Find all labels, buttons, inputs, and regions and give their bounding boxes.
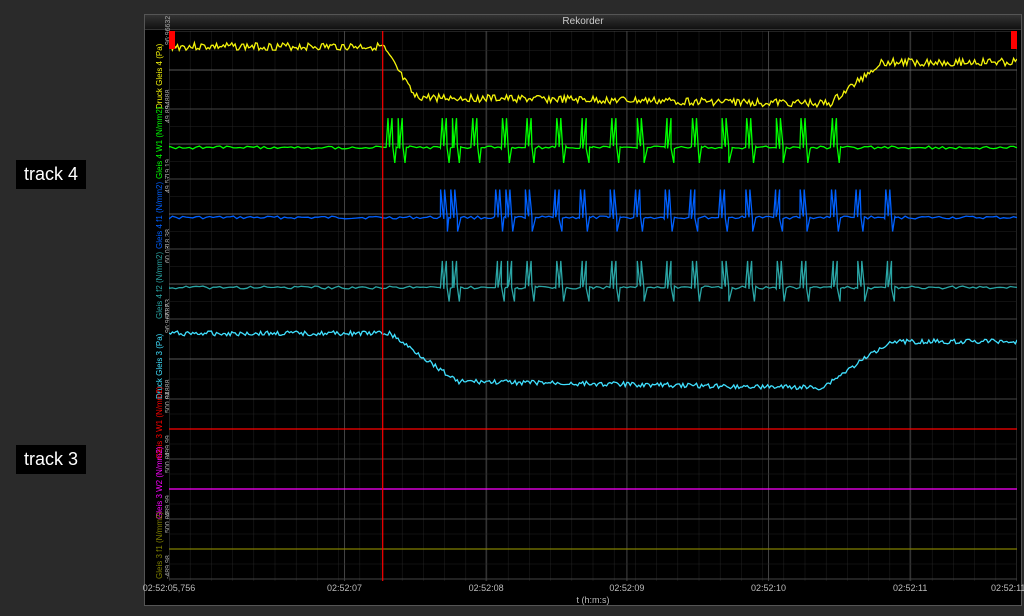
- plot-region[interactable]: [169, 31, 1017, 581]
- channel-label: Gleis 4 f1 (N/mm2): [155, 182, 164, 249]
- channel-label: Gleis 4 f2 (N/mm2): [155, 252, 164, 319]
- channel-label: Druck Gleis 4 (Pa): [155, 44, 164, 109]
- y-axis-labels: Druck Gleis 4 (Pa)96;9663294888Gleis 4 W…: [145, 31, 169, 581]
- x-tick: 02:52:09: [609, 583, 644, 593]
- track4-label: track 4: [16, 160, 86, 189]
- x-tick: 02:52:11: [893, 583, 927, 593]
- x-tick: 02:52:11,756: [991, 583, 1024, 593]
- x-tick: 02:52:10: [751, 583, 786, 593]
- x-axis: t (h:m:s) 02:52:05,75602:52:0702:52:0802…: [169, 581, 1017, 605]
- x-tick: 02:52:08: [469, 583, 504, 593]
- channel-label: Gleis 4 W1 (N/mm2): [155, 107, 164, 179]
- x-tick: 02:52:05,756: [143, 583, 196, 593]
- plot-svg: [169, 31, 1017, 581]
- x-tick: 02:52:07: [327, 583, 362, 593]
- chart-title: Rekorder: [145, 15, 1021, 30]
- track3-label: track 3: [16, 445, 86, 474]
- channel-label: Gleis 3 f1 (N/mm2): [155, 512, 164, 579]
- channel-label: Gleis 3 W2 (N/mm2): [155, 447, 164, 519]
- x-axis-title: t (h:m:s): [577, 595, 610, 605]
- page-root: track 4 track 3 Rekorder Druck Gleis 4 (…: [0, 0, 1024, 616]
- recorder-panel: Rekorder Druck Gleis 4 (Pa)96;9663294888…: [144, 14, 1022, 606]
